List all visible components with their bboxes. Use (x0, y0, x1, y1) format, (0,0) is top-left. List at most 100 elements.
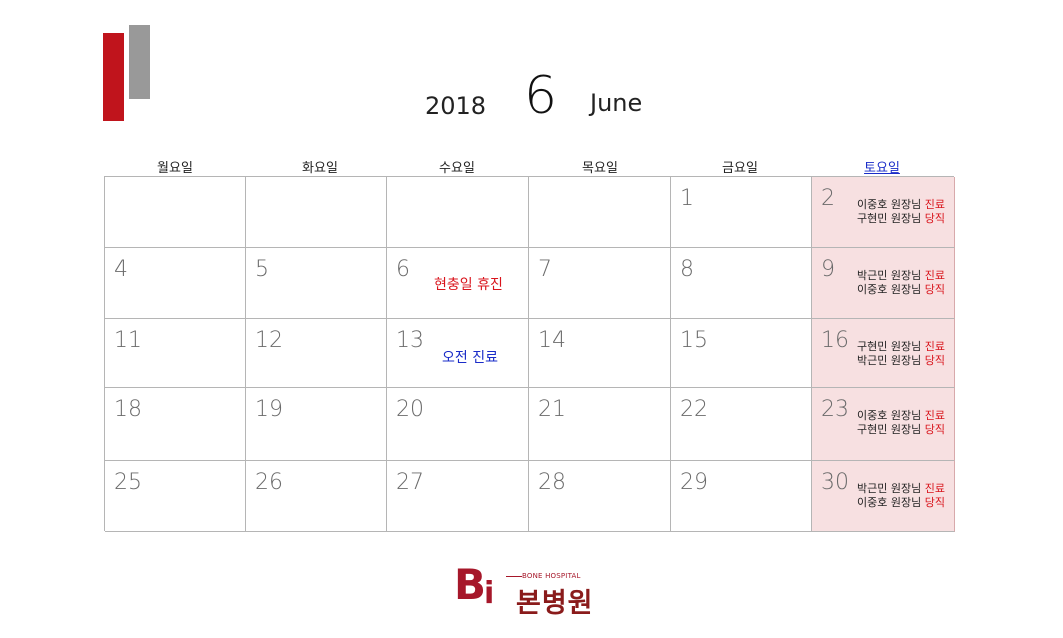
duty-tag: 당직 (924, 354, 945, 367)
weekday-sat[interactable]: 토요일 (864, 161, 900, 176)
calendar-day-23[interactable]: 23 이중호 원장님 진료 구현민 원장님 당직 (812, 388, 955, 461)
calendar-day-21[interactable]: 21 (529, 388, 671, 461)
duty-line: 박근민 원장님 진료 (857, 482, 945, 496)
day-number: 14 (538, 328, 566, 353)
calendar-empty-cell (246, 177, 387, 248)
weekday-mon: 월요일 (157, 161, 193, 176)
day-number: 21 (538, 397, 566, 422)
doctor-name: 박근민 원장님 (857, 354, 925, 367)
day-number: 8 (680, 257, 694, 282)
day-number: 12 (255, 328, 283, 353)
doctor-name: 구현민 원장님 (857, 423, 925, 436)
calendar-day-19[interactable]: 19 (246, 388, 387, 461)
calendar-day-16[interactable]: 16 구현민 원장님 진료 박근민 원장님 당직 (812, 319, 955, 388)
weekday-fri: 금요일 (722, 161, 758, 176)
day-number: 26 (255, 470, 283, 495)
day-note: 현충일 휴진 (434, 277, 503, 293)
duty-tag: 당직 (924, 283, 945, 296)
day-number: 23 (821, 397, 849, 422)
calendar-day-22[interactable]: 22 (671, 388, 812, 461)
calendar-empty-cell (387, 177, 529, 248)
calendar-day-14[interactable]: 14 (529, 319, 671, 388)
doctor-name: 이중호 원장님 (857, 198, 925, 211)
day-number: 27 (396, 470, 424, 495)
duty-tag: 진료 (924, 409, 945, 422)
doctor-name: 이중호 원장님 (857, 409, 925, 422)
calendar-day-25[interactable]: 25 (105, 461, 246, 532)
calendar-day-30[interactable]: 30 박근민 원장님 진료 이중호 원장님 당직 (812, 461, 955, 532)
day-number: 29 (680, 470, 708, 495)
calendar-empty-cell (105, 177, 246, 248)
calendar-day-18[interactable]: 18 (105, 388, 246, 461)
decorative-red-bar (103, 33, 124, 121)
calendar-day-26[interactable]: 26 (246, 461, 387, 532)
hospital-logo: B i BONE HOSPITAL 본병원 (454, 560, 614, 620)
duty-line: 구현민 원장님 진료 (857, 340, 945, 354)
duty-tag: 당직 (924, 212, 945, 225)
duty-schedule: 이중호 원장님 진료 구현민 원장님 당직 (857, 198, 945, 226)
duty-tag: 진료 (924, 340, 945, 353)
calendar-day-2[interactable]: 2 이중호 원장님 진료 구현민 원장님 당직 (812, 177, 955, 248)
doctor-name: 구현민 원장님 (857, 212, 925, 225)
duty-schedule: 박근민 원장님 진료 이중호 원장님 당직 (857, 269, 945, 297)
duty-line: 이중호 원장님 진료 (857, 409, 945, 423)
calendar-day-6[interactable]: 6 현충일 휴진 (387, 248, 529, 319)
calendar-day-12[interactable]: 12 (246, 319, 387, 388)
calendar-day-9[interactable]: 9 박근민 원장님 진료 이중호 원장님 당직 (812, 248, 955, 319)
calendar-day-11[interactable]: 11 (105, 319, 246, 388)
calendar-day-5[interactable]: 5 (246, 248, 387, 319)
logo-letter-i: i (484, 576, 495, 611)
day-number: 22 (680, 397, 708, 422)
duty-line: 이중호 원장님 진료 (857, 198, 945, 212)
weekday-wed: 수요일 (439, 161, 475, 176)
day-number: 6 (396, 257, 410, 282)
logo-subtitle: BONE HOSPITAL (522, 572, 581, 580)
calendar-day-13[interactable]: 13 오전 진료 (387, 319, 529, 388)
logo-letter-b: B (454, 560, 487, 609)
weekday-tue: 화요일 (302, 161, 338, 176)
weekday-thu: 목요일 (582, 161, 618, 176)
calendar-day-28[interactable]: 28 (529, 461, 671, 532)
day-number: 18 (114, 397, 142, 422)
duty-tag: 진료 (924, 482, 945, 495)
calendar-empty-cell (529, 177, 671, 248)
day-note: 오전 진료 (442, 350, 498, 366)
calendar-day-20[interactable]: 20 (387, 388, 529, 461)
day-number: 1 (680, 186, 694, 211)
day-number: 5 (255, 257, 269, 282)
doctor-name: 박근민 원장님 (857, 269, 925, 282)
calendar-day-27[interactable]: 27 (387, 461, 529, 532)
doctor-name: 이중호 원장님 (857, 283, 925, 296)
duty-line: 구현민 원장님 당직 (857, 212, 945, 226)
day-number: 2 (821, 186, 835, 211)
duty-line: 이중호 원장님 당직 (857, 496, 945, 510)
duty-tag: 진료 (924, 198, 945, 211)
calendar-day-7[interactable]: 7 (529, 248, 671, 319)
duty-line: 박근민 원장님 당직 (857, 354, 945, 368)
day-number: 25 (114, 470, 142, 495)
logo-divider (506, 576, 522, 577)
calendar-day-4[interactable]: 4 (105, 248, 246, 319)
day-number: 7 (538, 257, 552, 282)
day-number: 11 (114, 328, 142, 353)
doctor-name: 박근민 원장님 (857, 482, 925, 495)
doctor-name: 이중호 원장님 (857, 496, 925, 509)
duty-line: 이중호 원장님 당직 (857, 283, 945, 297)
day-number: 30 (821, 470, 849, 495)
calendar-day-29[interactable]: 29 (671, 461, 812, 532)
header-month-number: 6 (524, 66, 558, 126)
calendar-grid: 1 2 이중호 원장님 진료 구현민 원장님 당직 4 5 6 현충일 휴진 7 8 9 박근민 원장… (104, 176, 955, 532)
duty-line: 구현민 원장님 당직 (857, 423, 945, 437)
day-number: 4 (114, 257, 128, 282)
day-number: 15 (680, 328, 708, 353)
duty-line: 박근민 원장님 진료 (857, 269, 945, 283)
calendar-day-8[interactable]: 8 (671, 248, 812, 319)
day-number: 20 (396, 397, 424, 422)
duty-tag: 당직 (924, 423, 945, 436)
day-number: 16 (821, 328, 849, 353)
calendar-day-1[interactable]: 1 (671, 177, 812, 248)
header-year: 2018 (425, 92, 487, 120)
duty-schedule: 박근민 원장님 진료 이중호 원장님 당직 (857, 482, 945, 510)
calendar-day-15[interactable]: 15 (671, 319, 812, 388)
duty-tag: 당직 (924, 496, 945, 509)
